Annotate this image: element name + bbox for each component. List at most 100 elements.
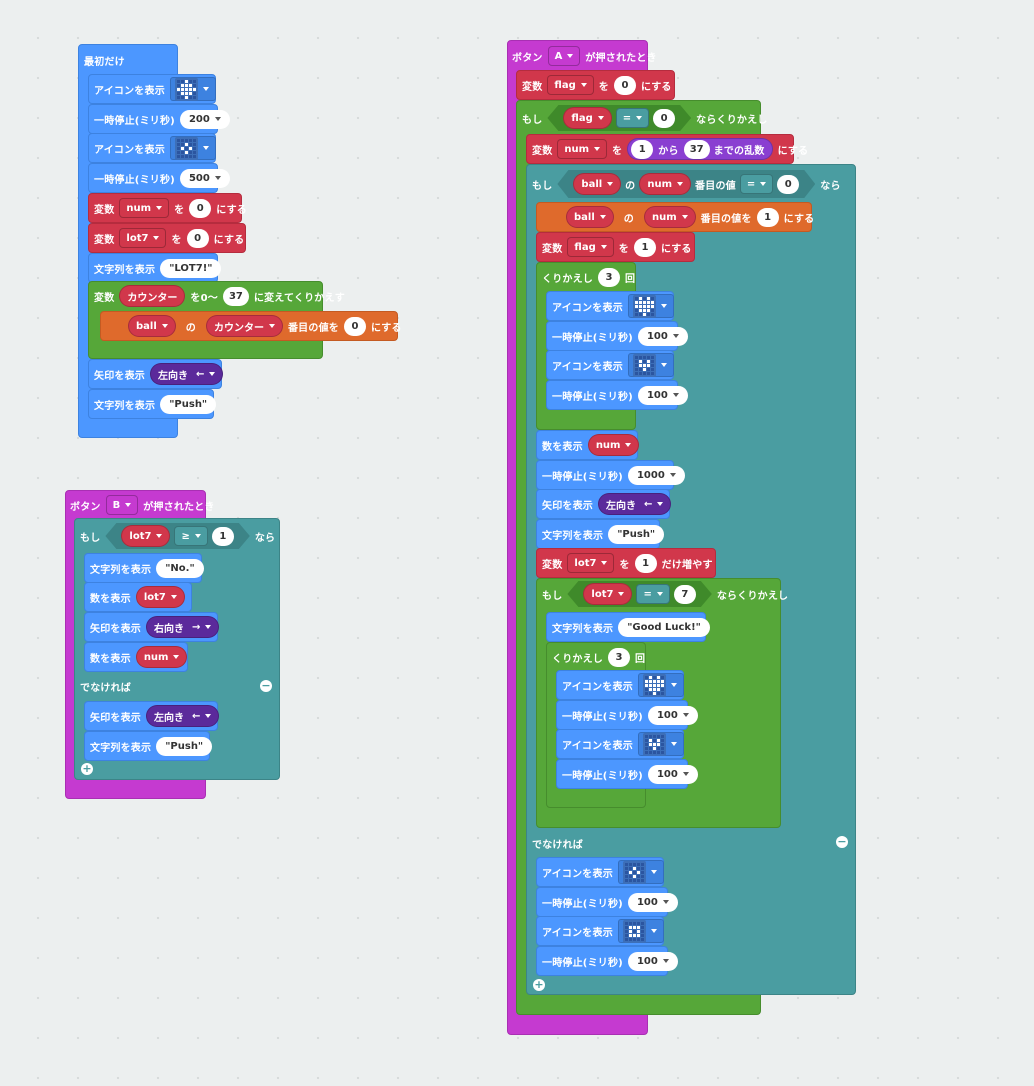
lot7-condition[interactable]: lot7 = 7 [567,581,711,607]
compare-value-input[interactable]: 1 [212,527,234,546]
compare-condition[interactable]: lot7 ≥ 1 [105,523,249,549]
set-lot7-block[interactable] [88,223,246,253]
value-input-zero[interactable]: 0 [343,316,366,336]
chevron-down-icon [760,182,766,186]
string-input-lot7[interactable]: "LOT7!" [160,258,222,278]
counter-variable[interactable]: カウンター [119,285,186,307]
set-label: にする [640,81,672,93]
pause-label: 一時停止(ミリ秒) [562,711,643,723]
icon-picker[interactable] [637,673,684,697]
range-to-input[interactable]: 37 [222,286,249,306]
add-else-if-icon[interactable]: + [533,978,545,991]
variable-dropdown-num[interactable]: num [557,139,608,159]
value-input-zero[interactable]: 0 [613,75,636,95]
chevron-down-icon [682,713,689,717]
num-name: num [564,143,590,155]
variable-dropdown-lot7[interactable]: lot7 [567,553,615,573]
pause-100-input[interactable]: 100 [627,951,678,971]
set-label: にする [216,204,247,216]
right-label: 右向き [154,623,184,635]
value-input-zero[interactable]: 0 [186,228,209,248]
compare-value-input[interactable]: 7 [674,585,696,604]
pause-500-input[interactable]: 500 [179,168,230,188]
string-input-push[interactable]: "Push" [160,394,217,414]
pause-label: 一時停止(ミリ秒) [562,770,643,782]
set-flag-block[interactable] [536,232,695,262]
lot7-dropdown[interactable]: lot7 [135,586,185,608]
compare-value-input[interactable]: 0 [653,109,675,128]
chevron-down-icon [657,502,664,506]
icon-picker[interactable] [637,732,684,756]
pause-100-input[interactable]: 100 [647,705,698,725]
arrow-dropdown-left[interactable]: 左向き ← [150,363,224,385]
random-label: までの乱数 [713,145,765,157]
arrow-dropdown-left[interactable]: 左向き ← [146,705,220,727]
string-input-no[interactable]: "No." [156,558,204,578]
arrow-dropdown-left[interactable]: 左向き ← [598,493,672,515]
value-input-zero[interactable]: 0 [189,198,212,218]
show-icon-label: アイコンを表示 [94,85,165,97]
pause-block[interactable] [536,460,674,490]
icon-picker[interactable] [169,136,216,160]
num-dropdown[interactable]: num [643,206,696,228]
variable-dropdown-lot7[interactable]: lot7 [119,228,167,248]
random-to-input[interactable]: 37 [683,139,710,159]
operator-dropdown[interactable]: = [740,174,773,194]
counter-dropdown[interactable]: カウンター [205,315,283,337]
random-from-input[interactable]: 1 [631,139,654,159]
num-dropdown[interactable]: num [135,646,188,668]
icon-picker[interactable] [617,860,664,884]
variable-dropdown-flag[interactable]: flag [567,237,614,257]
operator-dropdown[interactable]: ≥ [174,526,207,546]
add-else-if-icon[interactable]: + [81,762,93,775]
ball-dropdown[interactable]: ball [566,206,614,228]
icon-picker[interactable] [169,77,216,101]
icon-picker[interactable] [627,353,674,377]
value-input-one[interactable]: 1 [633,237,656,257]
flag-condition[interactable]: flag = 0 [547,105,691,131]
button-a-dropdown[interactable]: A [547,46,581,66]
repeat-count-input[interactable]: 3 [608,647,630,667]
string-input-good-luck[interactable]: "Good Luck!" [618,617,710,637]
chevron-down-icon [156,534,162,538]
random-block[interactable]: 1 から 37 までの乱数 [627,138,773,160]
pause-100-input[interactable]: 100 [627,892,678,912]
operator-dropdown[interactable]: = [636,584,669,604]
num-dropdown[interactable]: num [639,173,691,195]
icon-picker[interactable] [617,919,664,943]
list-ball-dropdown[interactable]: ball [128,315,176,337]
show-icon-label: アイコンを表示 [542,927,613,939]
ball-dropdown[interactable]: ball [573,173,621,195]
list-compare-condition[interactable]: ball の num 番目の値 = 0 [557,170,815,198]
variable-dropdown-flag[interactable]: flag [547,75,594,95]
chevron-down-icon [156,206,163,210]
repeat-count-input[interactable]: 3 [598,267,620,287]
operator-dropdown[interactable]: = [616,108,649,128]
lot7-dropdown[interactable]: lot7 [121,525,170,547]
pause-200-input[interactable]: 200 [179,109,230,129]
chevron-down-icon [650,870,657,874]
change-value-input[interactable]: 1 [634,553,657,573]
flag-dropdown[interactable]: flag [563,107,611,129]
string-input-push[interactable]: "Push" [608,524,665,544]
arrow-dropdown-right[interactable]: 右向き → [146,616,220,638]
value-input-one[interactable]: 1 [756,207,779,227]
remove-else-icon[interactable]: − [260,679,272,692]
set-flag-block[interactable] [516,70,675,100]
pause-100-input[interactable]: 100 [637,326,688,346]
change-lot7-block[interactable] [536,548,716,578]
string-input-push[interactable]: "Push" [156,736,213,756]
lot7-dropdown[interactable]: lot7 [583,583,632,605]
pause-100-input[interactable]: 100 [637,385,688,405]
pause-1000-input[interactable]: 1000 [627,465,685,485]
num-dropdown[interactable]: num [587,434,640,456]
button-b-dropdown[interactable]: B [105,495,139,515]
pause-100-input[interactable]: 100 [647,764,698,784]
set-label: にする [370,322,402,334]
variable-dropdown-num[interactable]: num [119,198,170,218]
remove-else-icon[interactable]: − [836,835,848,848]
compare-value-input[interactable]: 0 [777,175,799,194]
button-a-name: A [554,50,563,62]
if-label: もし [80,532,101,544]
icon-picker[interactable] [627,294,674,318]
